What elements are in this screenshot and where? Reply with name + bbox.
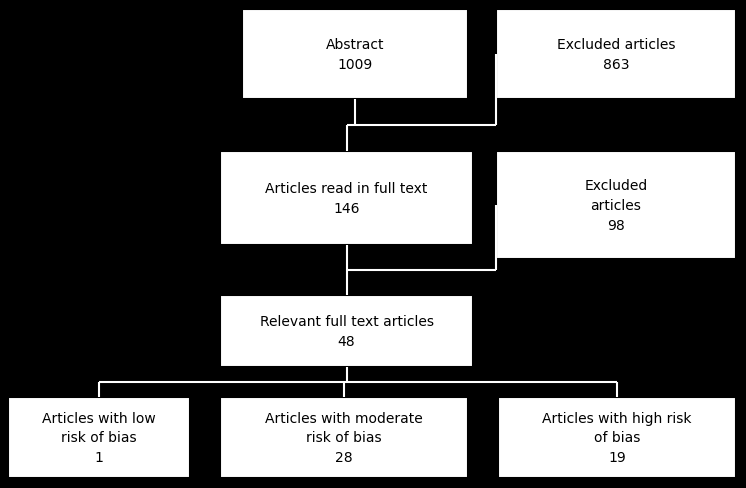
Text: Excluded articles
863: Excluded articles 863 [557, 38, 675, 72]
Text: Articles with low
risk of bias
1: Articles with low risk of bias 1 [42, 411, 156, 464]
Bar [496, 10, 736, 100]
Bar [8, 397, 190, 478]
Text: Articles with high risk
of bias
19: Articles with high risk of bias 19 [542, 411, 692, 464]
Bar [220, 397, 468, 478]
Text: Excluded
articles
98: Excluded articles 98 [584, 179, 648, 232]
Bar [220, 152, 473, 245]
Text: Abstract
1009: Abstract 1009 [326, 38, 384, 72]
Bar [498, 397, 736, 478]
Bar [242, 10, 468, 100]
Text: Relevant full text articles
48: Relevant full text articles 48 [260, 315, 433, 348]
Text: Articles read in full text
146: Articles read in full text 146 [266, 182, 427, 215]
Text: Articles with moderate
risk of bias
28: Articles with moderate risk of bias 28 [265, 411, 423, 464]
Bar [220, 295, 473, 367]
Bar [496, 152, 736, 260]
